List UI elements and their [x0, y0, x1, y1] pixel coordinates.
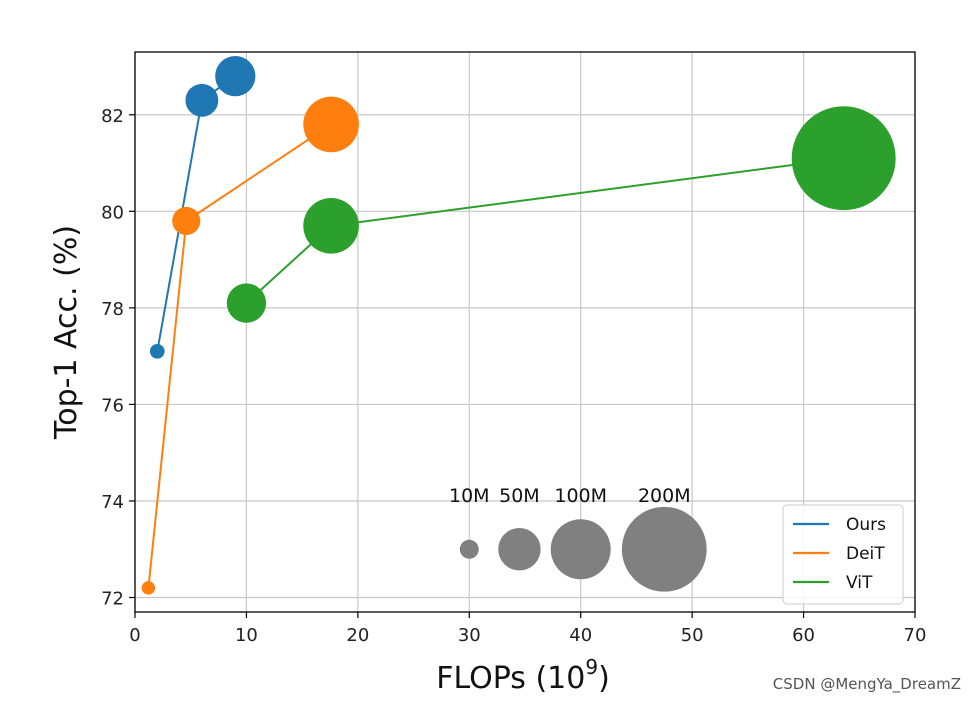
- data-point-vit: [226, 283, 267, 323]
- data-point-vit: [303, 197, 359, 254]
- x-tick-label: 20: [346, 625, 369, 646]
- legend-box: [782, 504, 904, 605]
- size-legend-circle: [459, 539, 479, 559]
- legend: Ours DeiT ViT: [782, 504, 904, 605]
- y-tick-label: 78: [101, 299, 124, 320]
- size-legend-circle: [498, 528, 541, 571]
- plot-frame: [134, 51, 916, 613]
- x-tick-label: 40: [569, 625, 592, 646]
- size-legend-circle: [550, 519, 611, 580]
- data-point-ours: [149, 343, 165, 359]
- legend-label-deit: DeiT: [846, 544, 885, 564]
- legend-label-ours: Ours: [846, 515, 886, 535]
- series-points: [141, 56, 896, 595]
- x-tick-label: 0: [129, 625, 140, 646]
- data-point-deit: [172, 206, 201, 236]
- y-tick-label: 82: [101, 106, 124, 127]
- x-tick-label: 60: [792, 625, 815, 646]
- x-axis-label: FLOPs (109): [436, 655, 610, 696]
- size-legend-label: 50M: [499, 485, 540, 507]
- size-legend-label: 200M: [638, 485, 691, 507]
- size-legend-circle: [621, 506, 707, 592]
- data-point-deit: [303, 96, 359, 153]
- data-point-deit: [141, 581, 156, 595]
- x-tick-label: 10: [235, 625, 258, 646]
- axis-ticks: 0 10 20 30 40 50 60 70 72 74 76 78 80 82: [101, 106, 926, 646]
- y-tick-label: 74: [101, 492, 124, 513]
- data-point-vit: [791, 106, 896, 211]
- legend-label-vit: ViT: [846, 573, 873, 593]
- y-tick-label: 80: [101, 202, 124, 223]
- data-point-ours: [215, 56, 256, 97]
- y-axis-label: Top-1 Acc. (%): [49, 225, 84, 440]
- y-tick-label: 72: [101, 589, 124, 610]
- size-legend: 10M 50M 100M 200M: [449, 485, 707, 592]
- y-tick-label: 76: [101, 395, 124, 416]
- x-tick-label: 70: [904, 625, 927, 646]
- x-tick-label: 50: [681, 625, 704, 646]
- x-tick-label: 30: [458, 625, 481, 646]
- watermark: CSDN @MengYa_DreamZ: [772, 675, 961, 693]
- size-legend-label: 100M: [554, 485, 607, 507]
- size-legend-label: 10M: [449, 485, 490, 507]
- data-point-ours: [185, 83, 219, 117]
